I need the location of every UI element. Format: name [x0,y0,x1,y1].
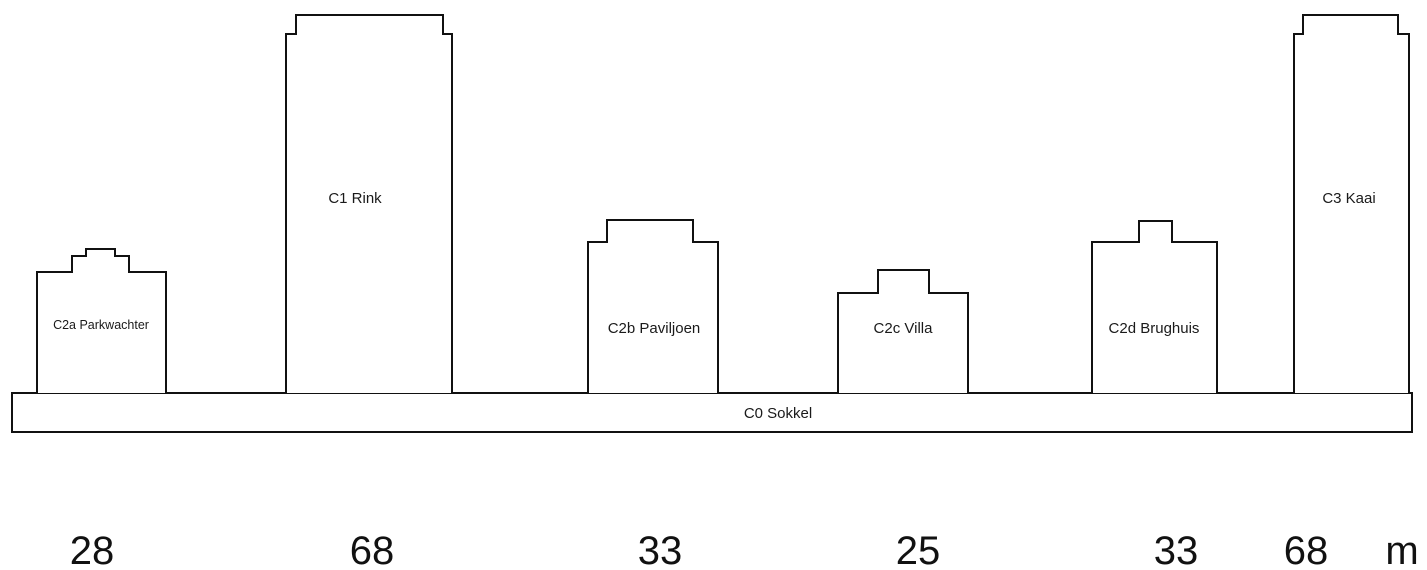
height-label-c2b: 33 [638,529,683,570]
building-c2c: C2c Villa [837,269,969,393]
building-c2a-label: C2a Parkwachter [53,318,149,332]
plinth-outline [11,392,1413,433]
building-c2c-label: C2c Villa [874,320,934,337]
building-c2b-label: C2b Paviljoen [608,320,701,337]
building-c2d-outline [1091,220,1218,393]
building-c1-label: C1 Rink [328,190,382,207]
height-unit-label: m [1385,529,1418,570]
building-c1-outline [285,14,453,393]
building-c2d-label: C2d Brughuis [1109,320,1200,337]
height-label-c3: 68 [1284,529,1329,570]
building-c3-outline [1293,14,1410,393]
building-c2c-outline [837,269,969,393]
height-label-c2a: 28 [70,529,115,570]
building-c2a-outline [36,248,167,393]
building-c2d: C2d Brughuis [1091,220,1218,393]
building-c2b: C2b Paviljoen [587,219,719,393]
building-c3-label: C3 Kaai [1322,190,1375,207]
plinth-label: C0 Sokkel [744,405,812,422]
building-c1: C1 Rink [285,14,453,393]
building-c2b-outline [587,219,719,393]
building-c3: C3 Kaai [1293,14,1410,393]
height-label-c1: 68 [350,529,395,570]
height-labels: 28 68 33 25 33 68 m [70,529,1419,570]
building-c2a: C2a Parkwachter [36,248,167,393]
height-label-c2c: 25 [896,529,941,570]
height-label-c2d: 33 [1154,529,1199,570]
base-plinth: C0 Sokkel [11,392,1413,433]
